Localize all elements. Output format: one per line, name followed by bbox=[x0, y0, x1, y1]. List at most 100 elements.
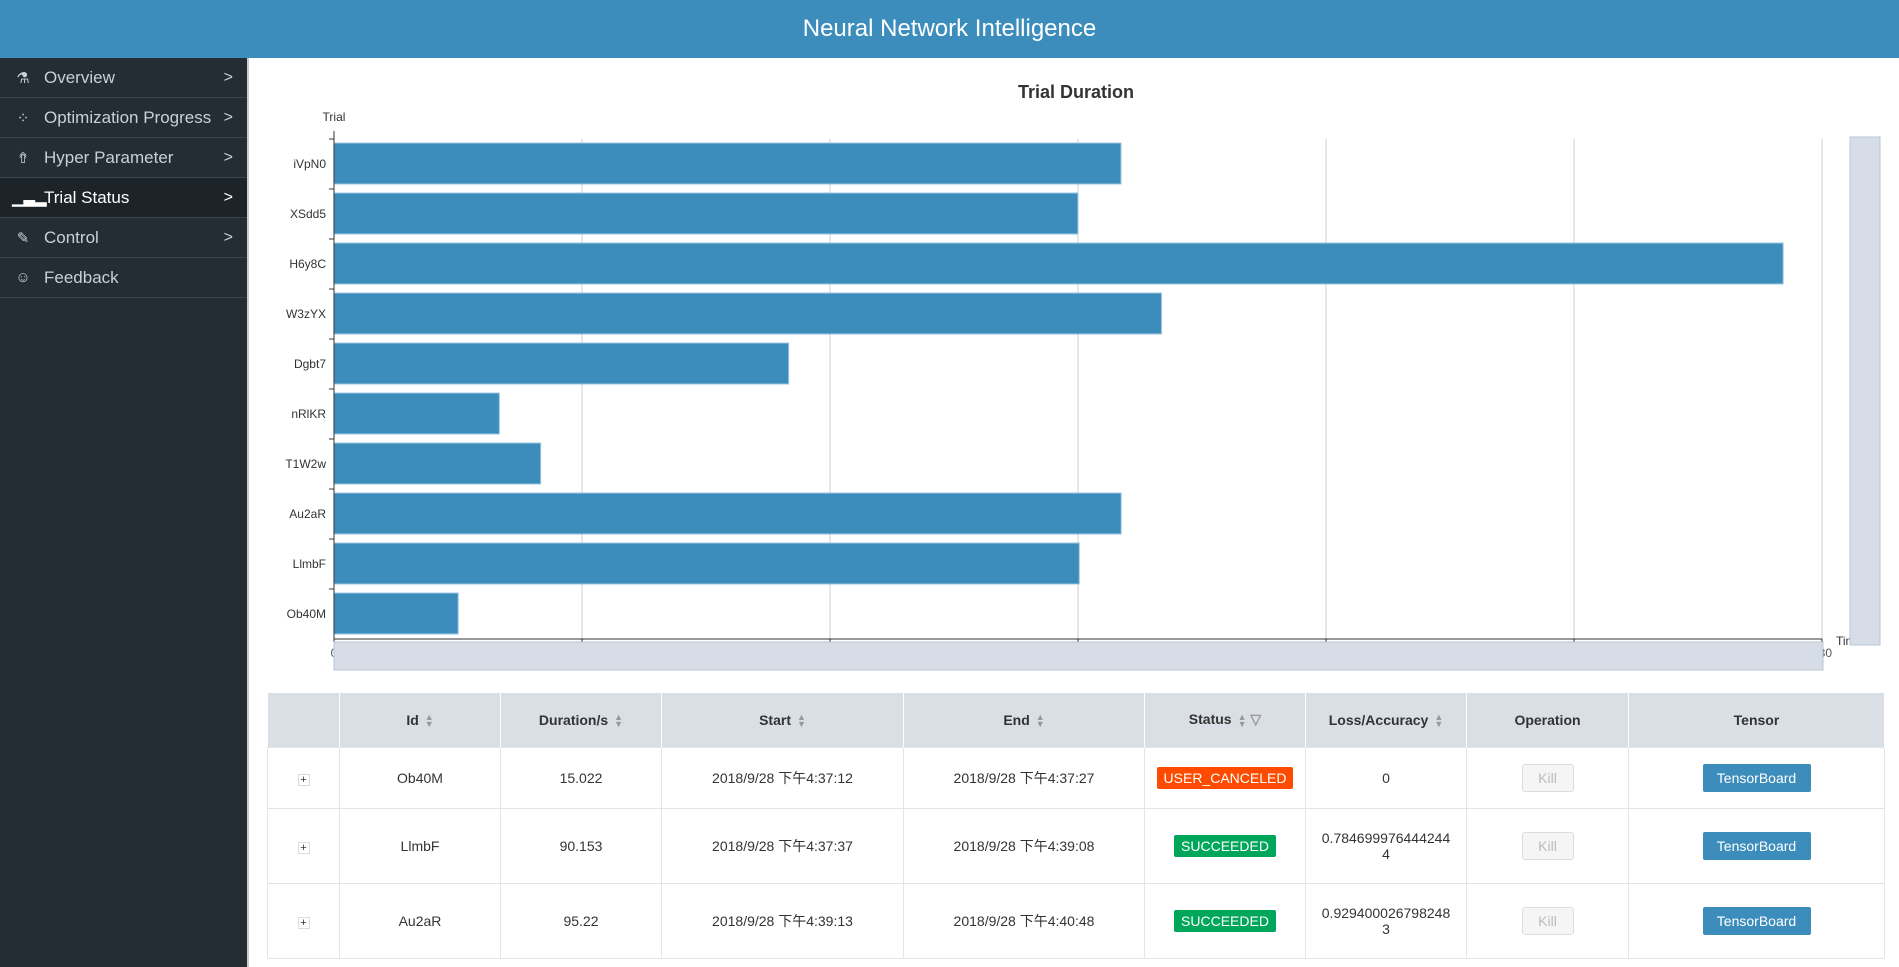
bar-XSdd5[interactable] bbox=[333, 192, 1079, 235]
chevron-right-icon: > bbox=[223, 228, 233, 246]
operation-cell: Kill bbox=[1466, 882, 1629, 959]
edit-icon: ✎ bbox=[16, 229, 30, 247]
y-axis-label: Trial bbox=[323, 110, 346, 124]
y-tick-label: nRlKR bbox=[291, 407, 326, 421]
sidebar-item-trial-status[interactable]: ▁▃▂ Trial Status > bbox=[0, 178, 247, 218]
accuracy-cell: 0.9294000267982483 bbox=[1305, 882, 1467, 959]
col-status[interactable]: Status ▲ ▼ ▽ bbox=[1144, 693, 1306, 747]
tensor-cell: TensorBoard bbox=[1628, 746, 1885, 809]
flask-icon: ⚗ bbox=[16, 69, 30, 87]
sidebar-item-label: Overview bbox=[44, 67, 115, 87]
kill-button[interactable]: Kill bbox=[1521, 831, 1574, 860]
bar-nRlKR[interactable] bbox=[333, 392, 500, 435]
expand-button[interactable]: + bbox=[297, 916, 310, 929]
start-cell: 2018/9/28 下午4:37:12 bbox=[661, 746, 904, 809]
header-label: Start bbox=[759, 711, 791, 728]
id-cell: Ob40M bbox=[339, 746, 501, 809]
sidebar-item-label: Trial Status bbox=[44, 187, 130, 207]
expand-cell: + bbox=[267, 882, 340, 959]
bar-T1W2w[interactable] bbox=[333, 442, 542, 485]
table-row: + Au2aR 95.22 2018/9/28 下午4:39:13 2018/9… bbox=[267, 882, 1885, 959]
bar-H6y8C[interactable] bbox=[333, 242, 1784, 285]
sidebar-item-hyper-parameter[interactable]: ⇮ Hyper Parameter > bbox=[0, 138, 247, 178]
trial-duration-chart: Trial Duration Trial Time 03060901201501… bbox=[249, 58, 1899, 678]
tensorboard-button[interactable]: TensorBoard bbox=[1702, 831, 1811, 860]
app-title: Neural Network Intelligence bbox=[802, 15, 1097, 42]
status-badge: USER_CANCELED bbox=[1156, 766, 1294, 789]
x-datazoom-slider[interactable] bbox=[333, 641, 1824, 671]
y-datazoom-slider[interactable] bbox=[1849, 136, 1881, 646]
accuracy-cell: 0.7846999764442444 bbox=[1305, 807, 1467, 884]
sidebar-item-control[interactable]: ✎ Control > bbox=[0, 218, 247, 258]
col-end[interactable]: End ▲ ▼ bbox=[903, 693, 1145, 747]
sort-icon[interactable]: ▲ ▼ bbox=[1035, 711, 1045, 729]
tensorboard-button[interactable]: TensorBoard bbox=[1702, 763, 1811, 792]
status-cell: SUCCEEDED bbox=[1144, 882, 1306, 959]
bar-LlmbF[interactable] bbox=[333, 542, 1080, 585]
bar-iVpN0[interactable] bbox=[333, 142, 1122, 185]
y-tick-label: Au2aR bbox=[289, 507, 326, 521]
kill-button[interactable]: Kill bbox=[1521, 763, 1574, 792]
sort-icon[interactable]: ▲ ▼ bbox=[614, 711, 624, 729]
status-badge: SUCCEEDED bbox=[1174, 834, 1276, 857]
status-badge: SUCCEEDED bbox=[1174, 909, 1276, 932]
y-tick-label: H6y8C bbox=[289, 257, 326, 271]
sidebar-item-label: Control bbox=[44, 227, 99, 247]
id-cell: LlmbF bbox=[339, 807, 501, 884]
tensor-cell: TensorBoard bbox=[1628, 882, 1885, 959]
sort-icon[interactable]: ▲ ▼ bbox=[796, 711, 806, 729]
sort-icon[interactable]: ▲ ▼ bbox=[1237, 711, 1247, 729]
col-start[interactable]: Start ▲ ▼ bbox=[661, 693, 904, 747]
start-cell: 2018/9/28 下午4:39:13 bbox=[661, 882, 904, 959]
status-cell: USER_CANCELED bbox=[1144, 746, 1306, 809]
scatter-icon: ⁘ bbox=[16, 109, 30, 127]
duration-cell: 15.022 bbox=[500, 746, 662, 809]
accuracy-cell: 0 bbox=[1305, 746, 1467, 809]
expand-cell: + bbox=[267, 807, 340, 884]
tensorboard-button[interactable]: TensorBoard bbox=[1702, 906, 1811, 935]
sidebar-item-optimization-progress[interactable]: ⁘ Optimization Progress > bbox=[0, 98, 247, 138]
duration-cell: 90.153 bbox=[500, 807, 662, 884]
chevron-right-icon: > bbox=[223, 68, 233, 86]
col-id[interactable]: Id ▲ ▼ bbox=[339, 693, 501, 747]
bar-W3zYX[interactable] bbox=[333, 292, 1162, 335]
kill-button[interactable]: Kill bbox=[1521, 906, 1574, 935]
bar-Au2aR[interactable] bbox=[333, 492, 1122, 535]
bar-Ob40M[interactable] bbox=[333, 592, 459, 635]
y-tick-label: iVpN0 bbox=[293, 157, 326, 171]
col-operation: Operation bbox=[1466, 693, 1629, 747]
status-cell: SUCCEEDED bbox=[1144, 807, 1306, 884]
filter-icon[interactable]: ▽ bbox=[1250, 711, 1262, 728]
y-tick-label: LlmbF bbox=[293, 557, 326, 571]
header-label: End bbox=[1003, 711, 1030, 728]
chevron-right-icon: > bbox=[223, 188, 233, 206]
table-row: + LlmbF 90.153 2018/9/28 下午4:37:37 2018/… bbox=[267, 807, 1885, 884]
id-cell: Au2aR bbox=[339, 882, 501, 959]
bar-chart-icon: ▁▃▂ bbox=[12, 189, 47, 207]
expand-cell: + bbox=[267, 746, 340, 809]
sidebar-item-label: Feedback bbox=[44, 267, 119, 287]
col-loss-accuracy[interactable]: Loss/Accuracy ▲ ▼ bbox=[1305, 693, 1467, 747]
sidebar-item-feedback[interactable]: ☺ Feedback bbox=[0, 258, 247, 298]
sidebar-item-overview[interactable]: ⚗ Overview > bbox=[0, 58, 247, 98]
y-tick-label: XSdd5 bbox=[290, 207, 326, 221]
sidebar-item-label: Hyper Parameter bbox=[44, 147, 174, 167]
sidebar-item-label: Optimization Progress bbox=[44, 107, 212, 127]
sidebar: ⚗ Overview > ⁘ Optimization Progress > ⇮ Hype… bbox=[0, 58, 249, 967]
header-label: Tensor bbox=[1733, 711, 1780, 728]
header-label: Status bbox=[1188, 711, 1232, 728]
expand-button[interactable]: + bbox=[297, 773, 310, 786]
chevron-right-icon: > bbox=[223, 148, 233, 166]
y-tick-label: T1W2w bbox=[285, 457, 326, 471]
app-header: Neural Network Intelligence bbox=[0, 0, 1899, 58]
expand-button[interactable]: + bbox=[297, 841, 310, 854]
operation-cell: Kill bbox=[1466, 807, 1629, 884]
y-tick-label: Dgbt7 bbox=[294, 357, 326, 371]
sort-icon[interactable]: ▲ ▼ bbox=[424, 711, 434, 729]
col-duration[interactable]: Duration/s ▲ ▼ bbox=[500, 693, 662, 747]
sort-icon[interactable]: ▲ ▼ bbox=[1434, 711, 1444, 729]
end-cell: 2018/9/28 下午4:40:48 bbox=[903, 882, 1145, 959]
header-label: Operation bbox=[1514, 711, 1581, 728]
bar-Dgbt7[interactable] bbox=[333, 342, 790, 385]
tensor-cell: TensorBoard bbox=[1628, 807, 1885, 884]
